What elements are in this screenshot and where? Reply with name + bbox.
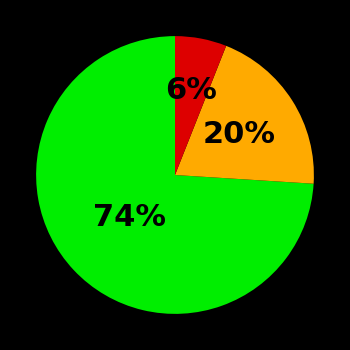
Wedge shape [175,36,226,175]
Text: 20%: 20% [203,120,276,148]
Text: 6%: 6% [165,76,217,105]
Wedge shape [175,46,314,184]
Text: 74%: 74% [93,203,166,232]
Wedge shape [36,36,314,314]
